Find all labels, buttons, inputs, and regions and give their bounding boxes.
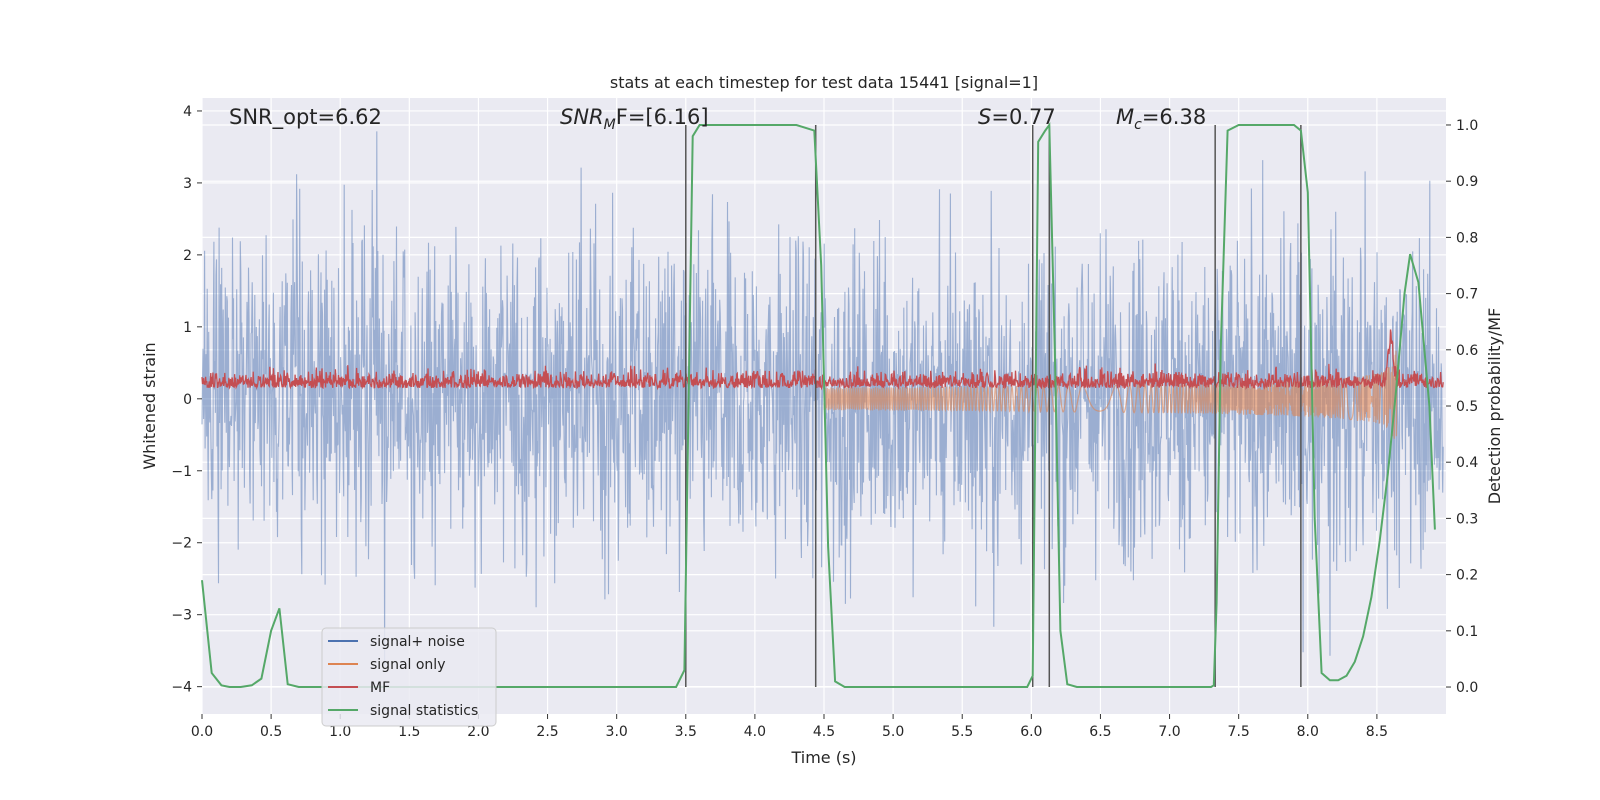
y-tick-label-left: −1 (171, 464, 192, 480)
y-tick-label-left: 1 (183, 320, 192, 336)
axis-ticks: 0.0 0.5 1.0 1.5 2.0 2.5 3.0 3.5 4.0 4.5 5.0 5.5 6.0 6… (171, 104, 1478, 740)
x-tick-label: 0.0 (191, 724, 213, 740)
mc-sub: c (1134, 117, 1142, 133)
legend-label-signal-only: signal only (370, 657, 445, 673)
x-tick-label: 1.0 (329, 724, 351, 740)
y-tick-label-right: 0.5 (1456, 399, 1478, 415)
mf-line (201, 329, 1444, 391)
x-tick-label: 7.5 (1228, 724, 1250, 740)
x-tick-label: 8.5 (1366, 724, 1388, 740)
legend: signal+ noise signal only MF signal stat… (321, 627, 497, 727)
y-axis-label-right: Detection probability/MF (1485, 308, 1504, 505)
x-tick-label: 3.5 (675, 724, 697, 740)
x-tick-label: 2.5 (536, 724, 558, 740)
y-tick-label-right: 0.6 (1456, 343, 1478, 359)
mc-main: M (1116, 105, 1134, 129)
x-tick-label: 0.5 (260, 724, 282, 740)
y-tick-label-left: 4 (183, 104, 192, 120)
signal-only-series (823, 350, 1398, 439)
x-tick-label: 4.0 (744, 724, 766, 740)
mc-rest: =6.38 (1142, 105, 1206, 129)
y-tick-label-right: 0.2 (1456, 568, 1478, 584)
y-tick-label-left: 3 (183, 176, 192, 192)
y-tick-label-left: 0 (183, 392, 192, 408)
s-main: S (978, 105, 991, 129)
x-tick-label: 8.0 (1297, 724, 1319, 740)
y-tick-label-right: 0.7 (1456, 287, 1478, 303)
x-tick-label: 2.0 (467, 724, 489, 740)
x-tick-label: 6.0 (1020, 724, 1042, 740)
y-tick-label-right: 0.4 (1456, 455, 1478, 471)
legend-label-statistics: signal statistics (370, 703, 478, 719)
legend-label-noise: signal+ noise (370, 634, 465, 650)
y-tick-label-right: 0.3 (1456, 511, 1478, 527)
y-tick-label-right: 1.0 (1456, 118, 1478, 134)
x-tick-label: 1.5 (398, 724, 420, 740)
legend-label-mf: MF (370, 680, 390, 696)
x-axis-label: Time (s) (790, 748, 856, 767)
y-tick-label-left: −2 (171, 536, 192, 552)
chart-title: stats at each timestep for test data 154… (610, 73, 1038, 92)
snr-mf-sub: M (604, 117, 616, 133)
y-tick-label-right: 0.9 (1456, 174, 1478, 190)
signal-only-line (823, 350, 1398, 439)
mf-series (201, 329, 1444, 391)
y-axis-label-left: Whitened strain (140, 342, 159, 469)
snr-mf-main: SNR (560, 105, 604, 129)
y-tick-label-right: 0.0 (1456, 680, 1478, 696)
y-tick-label-right: 0.1 (1456, 624, 1478, 640)
x-tick-label: 3.0 (606, 724, 628, 740)
snr-opt-annotation: SNR_opt=6.62 (229, 105, 382, 130)
x-tick-label: 5.5 (951, 724, 973, 740)
y-tick-label-left: −4 (171, 680, 192, 696)
x-tick-label: 7.0 (1158, 724, 1180, 740)
y-tick-label-left: −3 (171, 608, 192, 624)
y-tick-label-left: 2 (183, 248, 192, 264)
s-rest: =0.77 (991, 105, 1055, 129)
mc-annotation: Mc=6.38 (1116, 105, 1206, 133)
s-annotation: S=0.77 (978, 105, 1056, 129)
snr-mf-annotation: SNRMF=[6.16] (560, 105, 709, 133)
x-tick-label: 6.5 (1089, 724, 1111, 740)
x-tick-label: 5.0 (882, 724, 904, 740)
snr-mf-rest: F=[6.16] (616, 105, 709, 129)
legend-box (321, 627, 497, 727)
y-tick-label-right: 0.8 (1456, 230, 1478, 246)
x-tick-label: 4.5 (813, 724, 835, 740)
